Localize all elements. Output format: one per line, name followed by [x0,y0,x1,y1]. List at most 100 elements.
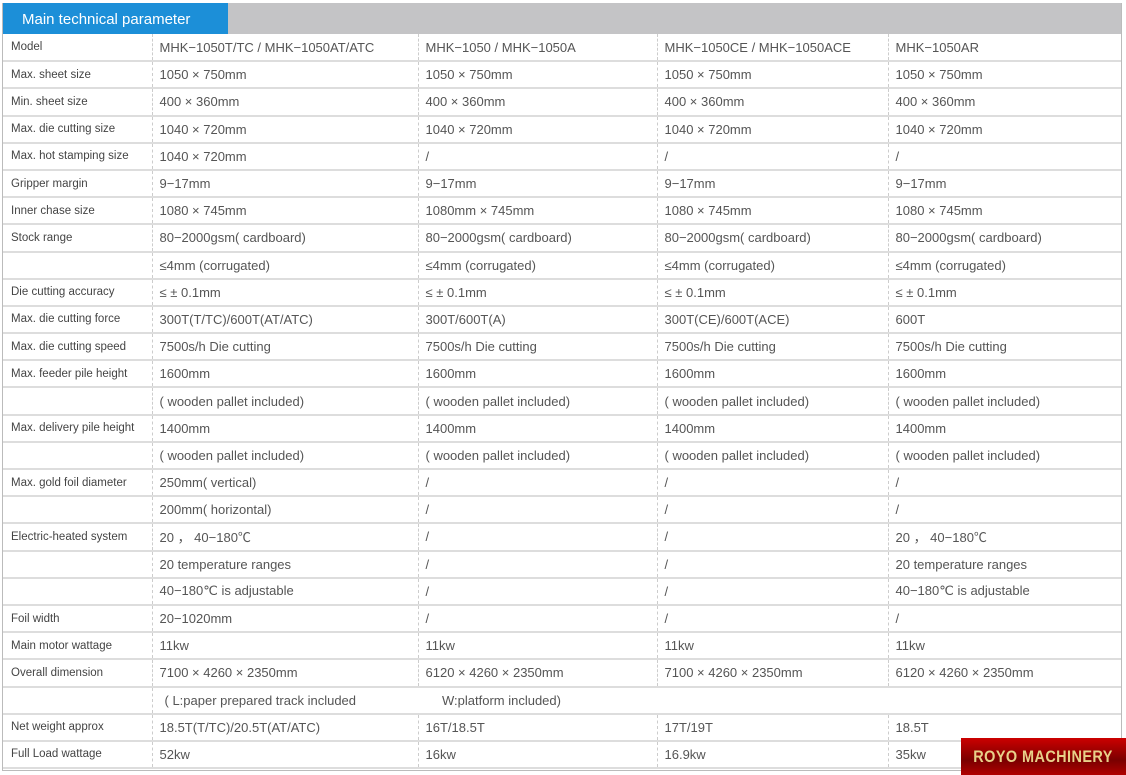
param-value: 1080 × 745mm [656,197,888,226]
param-value: ( wooden pallet included) [151,387,418,416]
param-value: 80−2000gsm( cardboard) [656,224,888,253]
table-row: Max. feeder pile height 1600mm 1600mm 1600m… [3,360,1121,389]
param-value: 20 temperature ranges [887,550,1121,579]
table-row: Inner chase size 1080 × 745mm 1080mm × 745… [3,197,1121,226]
param-value: 16T/18.5T [417,713,657,742]
param-value: 7100 × 4260 × 2350mm [656,659,888,688]
param-value: ( wooden pallet included) [887,441,1121,471]
table-row: Net weight approx 18.5T(T/TC)/20.5T(AT/AT… [3,713,1121,742]
param-label: Net weight approx [3,713,152,742]
param-value: 9−17mm [656,169,888,199]
param-label: Max. sheet size [3,61,152,90]
param-value: 300T(T/TC)/600T(AT/ATC) [151,305,418,335]
param-label: Max. die cutting speed [3,333,152,362]
param-value: 400 × 360mm [656,88,888,117]
table-row: Electric-heated system 20 ， 40−180℃ //20 ，… [3,523,1121,552]
param-value: 400 × 360mm [151,88,418,117]
param-value: 80−2000gsm( cardboard) [887,224,1121,253]
param-value: 80−2000gsm( cardboard) [151,224,418,253]
param-label: Max. feeder pile height [3,360,152,389]
table-row: Max. sheet size 1050 × 750mm 1050 × 750mm 1… [3,61,1121,90]
param-value: / [656,550,888,579]
table-row: Max. delivery pile height 1400mm 1400mm 140… [3,414,1121,443]
param-value: ( wooden pallet included) [151,441,418,471]
param-label: Min. sheet size [3,88,152,117]
section-header: Main technical parameter [2,3,1122,34]
param-label: Model [3,34,152,63]
param-value: / [417,577,657,606]
param-value: ≤4mm (corrugated) [417,251,657,280]
param-label: Max. hot stamping size [3,142,152,171]
table-row: Max. gold foil diameter 250mm( vertical) /… [3,469,1121,498]
param-value: 600T [887,305,1121,335]
param-value: 1040 × 720mm [887,115,1121,144]
section-title: Main technical parameter [2,3,228,34]
param-value: 80−2000gsm( cardboard) [417,224,657,253]
param-value: 1080mm × 745mm [417,197,657,226]
param-label: Electric-heated system [3,523,152,552]
param-value: 7500s/h Die cutting [417,333,657,362]
param-label [3,441,152,471]
param-label: Max. die cutting force [3,305,152,335]
table-row: Max. hot stamping size 1040 × 720mm / / / [3,142,1121,171]
param-label: Inner chase size [3,197,152,226]
param-value: ≤4mm (corrugated) [656,251,888,280]
table-row: ( L:paper prepared track included W:platf… [3,686,1121,715]
param-value: 1600mm [151,360,418,389]
param-value: 1050 × 750mm [417,61,657,90]
param-value: ( wooden pallet included) [656,441,888,471]
table-row: Foil width 20−1020mm / / / [3,604,1121,634]
param-value: 400 × 360mm [417,88,657,117]
param-value: 300T(CE)/600T(ACE) [656,305,888,335]
spec-table: Model MHK−1050T/TC / MHK−1050AT/ATC MHK−10… [3,34,1121,770]
param-value: 6120 × 4260 × 2350mm [417,659,657,688]
param-value: / [887,142,1121,171]
param-value: 18.5T(T/TC)/20.5T(AT/ATC) [151,713,418,742]
table-row: Die cutting accuracy ≤ ± 0.1mm ≤ ± 0.1mm ≤ … [3,278,1121,307]
param-value: / [656,523,888,552]
param-value: 1600mm [656,360,888,389]
param-value: MHK−1050AR [887,34,1121,63]
param-value: ≤ ± 0.1mm [887,278,1121,307]
param-value: / [656,577,888,606]
param-label [3,686,152,715]
param-label [3,251,152,280]
param-value: 1400mm [151,414,418,443]
param-value: 300T/600T(A) [417,305,657,335]
table-row: Max. die cutting size 1040 × 720mm 1040 × … [3,115,1121,144]
param-value: 20−1020mm [151,604,418,634]
param-value: / [417,142,657,171]
table-frame [2,3,1122,771]
param-value: 40−180℃ is adjustable [151,577,418,606]
table-row: Min. sheet size 400 × 360mm 400 × 360mm 400… [3,88,1121,117]
param-value: 7500s/h Die cutting [151,333,418,362]
param-label [3,496,152,525]
param-value: 1400mm [887,414,1121,443]
param-value: / [656,496,888,525]
param-value: 1050 × 750mm [887,61,1121,90]
brand-logo: ROYO MACHINERY [961,738,1126,775]
param-value: / [887,469,1121,498]
param-value: 250mm( vertical) [151,469,418,498]
table-row: Full Load wattage 52kw 16kw 16.9kw 35kw [3,740,1121,770]
table-row: 200mm( horizontal) / / / [3,496,1121,525]
param-value: 9−17mm [417,169,657,199]
table-row: Overall dimension 7100 × 4260 × 2350mm 612… [3,659,1121,688]
param-value: ( wooden pallet included) [656,387,888,416]
param-value: 20 ， 40−180℃ [887,523,1121,552]
param-value: / [887,496,1121,525]
param-label: Die cutting accuracy [3,278,152,307]
param-value: 52kw [151,740,418,770]
param-value: 11kw [151,632,418,661]
param-value: 1400mm [656,414,888,443]
param-value: 16kw [417,740,657,770]
param-value: 200mm( horizontal) [151,496,418,525]
table-row: ≤4mm (corrugated) ≤4mm (corrugated) ≤4mm (… [3,251,1121,280]
param-value: 9−17mm [151,169,418,199]
param-value: ( wooden pallet included) [887,387,1121,416]
param-value: 1040 × 720mm [151,142,418,171]
logo-text: ROYO MACHINERY [973,746,1114,766]
param-value: 20 temperature ranges [151,550,418,579]
table-row: 20 temperature ranges //20 temperature ra… [3,550,1121,579]
param-value: 1400mm [417,414,657,443]
